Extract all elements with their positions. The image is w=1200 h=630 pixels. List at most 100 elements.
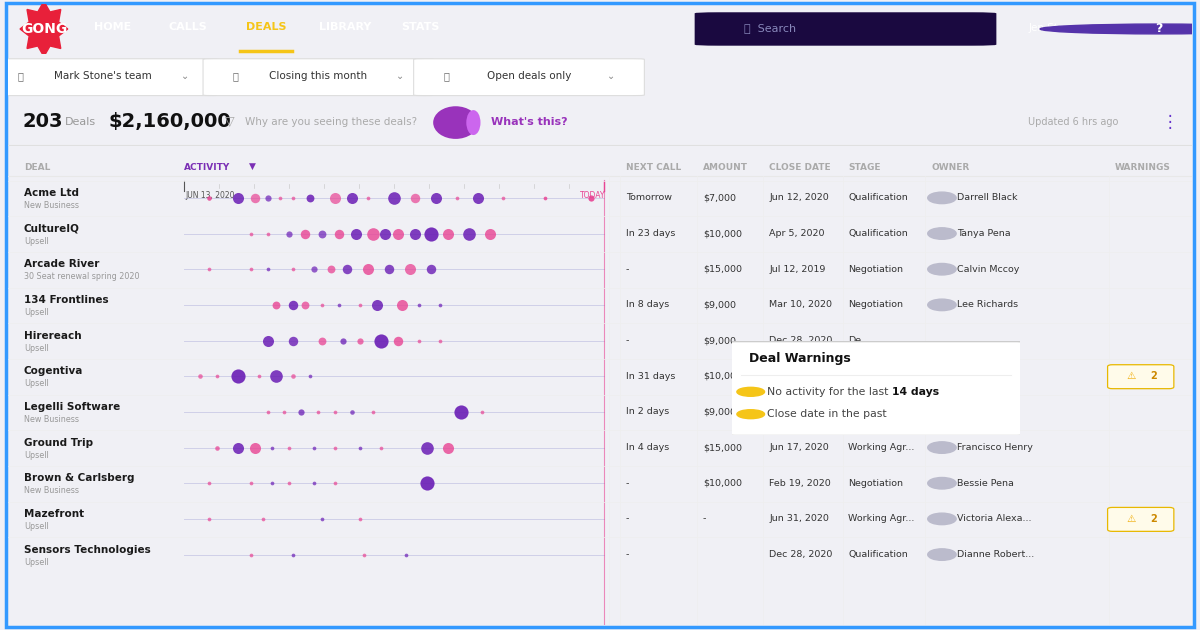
Text: $10,000: $10,000 [703, 372, 742, 381]
Point [262, 478, 281, 488]
Point [421, 264, 440, 274]
Point [421, 229, 440, 239]
Text: Francisco Henry: Francisco Henry [958, 443, 1033, 452]
Text: Cogentiva: Cogentiva [24, 367, 83, 377]
Point [283, 300, 302, 310]
Text: -: - [626, 265, 630, 273]
Point [241, 229, 260, 239]
Point [535, 193, 554, 203]
Text: TODAY: TODAY [580, 191, 605, 200]
Point [295, 229, 314, 239]
Point [451, 407, 470, 417]
Point [283, 193, 302, 203]
Text: New Business: New Business [24, 486, 79, 495]
Text: Mar 10, 2020: Mar 10, 2020 [769, 301, 832, 309]
Text: $9,000: $9,000 [703, 408, 736, 416]
Point [199, 478, 218, 488]
Point [371, 442, 390, 452]
Text: Upsell: Upsell [24, 522, 48, 531]
Text: Brown & Carlsberg: Brown & Carlsberg [24, 474, 134, 483]
Point [404, 229, 424, 239]
Point [266, 371, 286, 381]
Circle shape [928, 192, 956, 203]
Text: $9,000: $9,000 [703, 336, 736, 345]
Point [283, 371, 302, 381]
Point [308, 407, 328, 417]
Point [320, 264, 340, 274]
Point [346, 229, 365, 239]
Text: In 23 days: In 23 days [626, 229, 676, 238]
Text: Dec 28, 2020: Dec 28, 2020 [769, 336, 833, 345]
Point [325, 407, 344, 417]
Text: ▼: ▼ [248, 163, 256, 171]
Text: NEXT CALL: NEXT CALL [626, 163, 682, 172]
Text: GONG: GONG [20, 22, 67, 36]
Text: In 2 days: In 2 days [626, 408, 670, 416]
Circle shape [928, 442, 956, 454]
Text: ⌄: ⌄ [607, 71, 614, 81]
Text: AMOUNT: AMOUNT [703, 163, 748, 172]
Text: Upsell: Upsell [24, 558, 48, 567]
Point [245, 193, 264, 203]
Point [342, 407, 361, 417]
Point [376, 229, 395, 239]
Point [359, 264, 378, 274]
Point [362, 407, 382, 417]
Circle shape [928, 228, 956, 239]
Point [334, 336, 353, 346]
Text: -: - [626, 550, 630, 559]
FancyBboxPatch shape [1108, 365, 1174, 389]
Point [379, 264, 398, 274]
Point [362, 229, 382, 239]
Point [426, 193, 445, 203]
Point [359, 193, 378, 203]
Text: Closing this month: Closing this month [269, 71, 367, 81]
Point [208, 371, 227, 381]
Point [228, 442, 247, 452]
Point [480, 229, 499, 239]
Text: Tomorrow: Tomorrow [626, 193, 672, 202]
Point [278, 478, 298, 488]
Text: Qualification: Qualification [848, 193, 908, 202]
Point [278, 442, 298, 452]
Point [581, 193, 600, 203]
Text: Working Agr...: Working Agr... [848, 515, 914, 524]
Text: -: - [626, 515, 630, 524]
Text: Qualification: Qualification [848, 550, 908, 559]
Text: WARNINGS: WARNINGS [1115, 163, 1170, 172]
Text: Open deals only: Open deals only [487, 71, 571, 81]
Point [258, 264, 277, 274]
Text: JUN 13, 2020: JUN 13, 2020 [186, 191, 235, 200]
Text: 📅: 📅 [233, 71, 239, 81]
Circle shape [1040, 24, 1200, 34]
Circle shape [737, 387, 764, 396]
Text: Ground Trip: Ground Trip [24, 438, 92, 448]
Text: -: - [626, 336, 630, 345]
Point [304, 442, 323, 452]
Circle shape [928, 513, 956, 525]
Point [250, 371, 269, 381]
Point [430, 300, 449, 310]
FancyBboxPatch shape [730, 341, 1022, 435]
Text: No activity for the last: No activity for the last [767, 387, 892, 397]
Polygon shape [20, 1, 67, 57]
Point [258, 407, 277, 417]
Text: 14 days: 14 days [892, 387, 938, 397]
Point [350, 300, 370, 310]
Point [278, 229, 298, 239]
Point [354, 549, 373, 559]
Text: 134 Frontlines: 134 Frontlines [24, 295, 108, 305]
Text: Tanya Pena: Tanya Pena [958, 229, 1010, 238]
Text: Legelli Software: Legelli Software [24, 402, 120, 412]
Point [438, 229, 457, 239]
Point [199, 514, 218, 524]
Text: CALLS: CALLS [169, 22, 208, 32]
Point [384, 193, 403, 203]
FancyBboxPatch shape [414, 59, 644, 96]
Point [409, 300, 428, 310]
Point [404, 193, 424, 203]
Text: Qualification: Qualification [848, 229, 908, 238]
Text: Nov 9, 2020: Nov 9, 2020 [769, 372, 827, 381]
Text: Jun 12, 2020: Jun 12, 2020 [769, 193, 829, 202]
Point [191, 371, 210, 381]
